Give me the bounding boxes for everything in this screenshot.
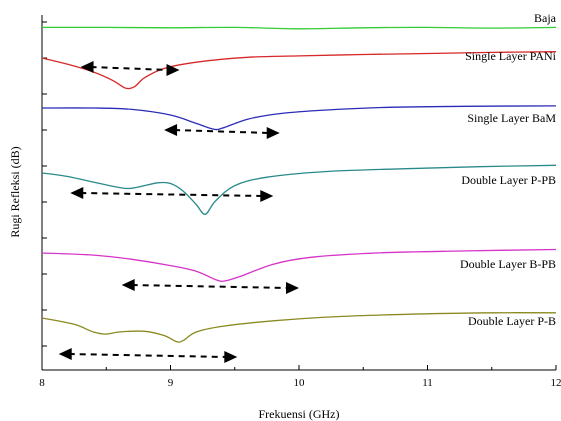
series-label-double-layer-b-pb: Double Layer B-PB — [460, 257, 556, 271]
series-line-baja — [41, 26, 557, 30]
arrow-head-right — [166, 64, 180, 76]
series-label-single-layer-pani: Single Layer PANi — [465, 49, 557, 63]
series-line-double-layer-b-pb — [41, 248, 557, 282]
x-tick-label: 11 — [422, 377, 433, 389]
arrow-head-right — [224, 351, 238, 363]
arrow-head-left — [58, 348, 72, 360]
x-tick-label: 9 — [168, 377, 174, 389]
series-label-double-layer-p-pb: Double Layer P-PB — [461, 173, 556, 187]
arrow-head-left — [80, 61, 94, 73]
arrow-head-right — [260, 190, 274, 202]
arrow-shaft — [80, 192, 264, 197]
double-arrow — [70, 187, 274, 202]
double-arrow — [58, 348, 238, 363]
x-ticks: 8 9 10 11 12 — [39, 365, 561, 389]
arrow-shaft — [174, 129, 270, 134]
annotation-arrows — [58, 61, 299, 363]
double-arrow — [80, 61, 180, 76]
y-ticks — [42, 21, 47, 347]
arrow-head-left — [164, 124, 178, 136]
series-labels: Baja Single Layer PANi Single Layer BaM Dou… — [460, 11, 557, 328]
arrow-head-left — [121, 279, 135, 291]
x-axis-label: Frekuensi (GHz) — [259, 407, 340, 421]
arrow-shaft — [90, 66, 170, 71]
series-line-single-layer-bam — [41, 105, 557, 131]
x-tick-label: 12 — [551, 377, 561, 389]
series-line-double-layer-p-pb — [41, 164, 557, 215]
double-arrow — [164, 124, 280, 139]
series-label-double-layer-p-b: Double Layer P-B — [468, 314, 556, 328]
series-line-double-layer-p-b — [41, 312, 557, 343]
series-label-baja: Baja — [534, 11, 557, 25]
double-arrow — [121, 279, 299, 294]
series-curves — [41, 26, 557, 343]
arrow-shaft — [68, 353, 228, 358]
arrow-shaft — [131, 284, 290, 289]
arrow-head-right — [286, 282, 299, 294]
x-tick-label: 8 — [39, 377, 45, 389]
arrow-head-right — [266, 127, 280, 139]
series-label-single-layer-bam: Single Layer BaM — [467, 111, 556, 125]
x-tick-label: 10 — [294, 377, 306, 389]
arrow-head-left — [70, 187, 84, 199]
y-axis-label: Rugi Refleksi (dB) — [8, 146, 22, 237]
